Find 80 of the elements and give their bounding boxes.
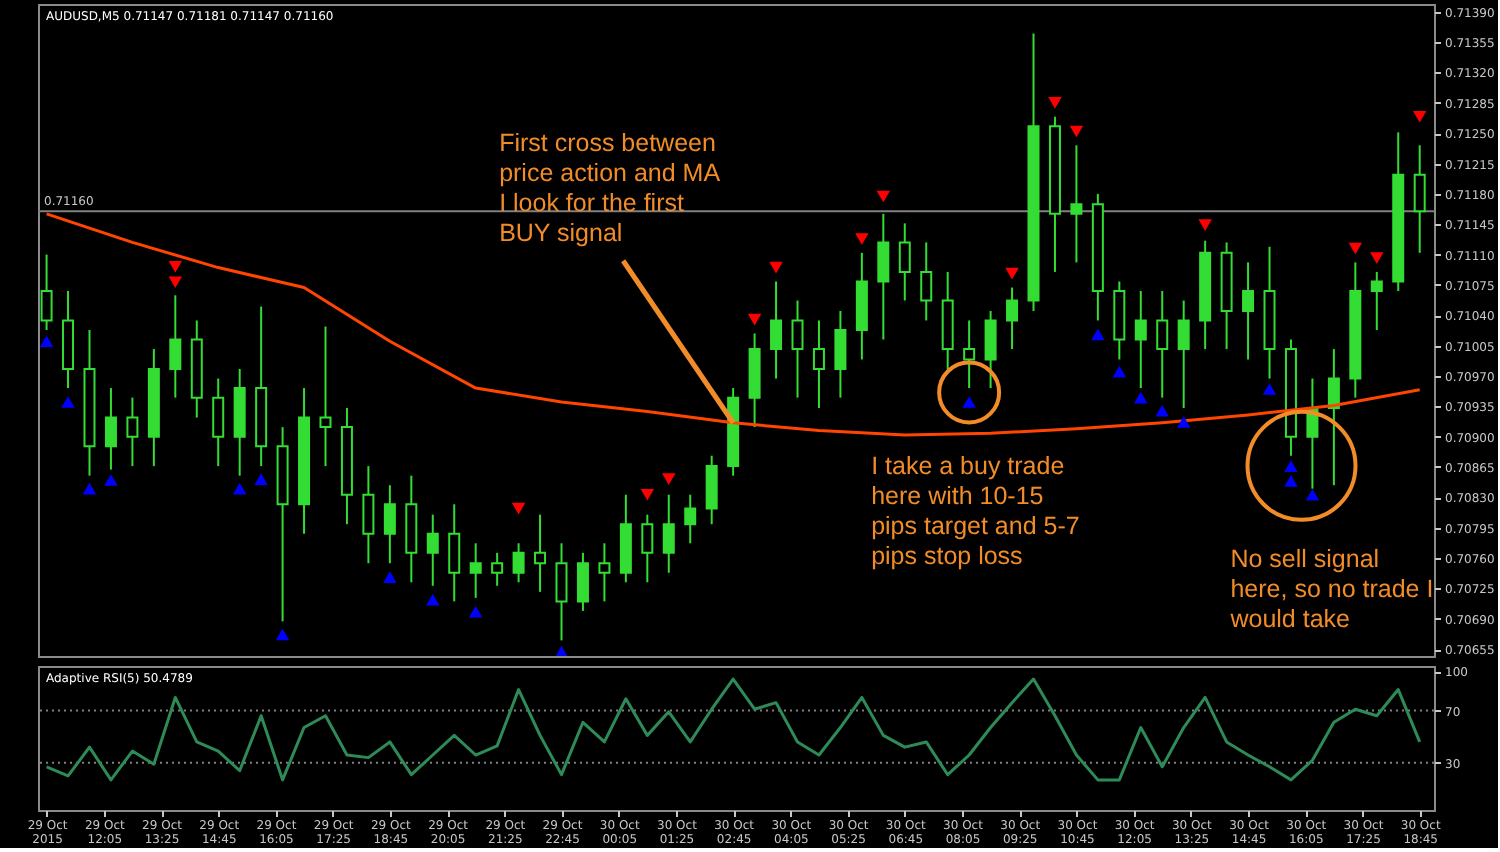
candlestick <box>319 325 332 468</box>
point <box>662 473 676 485</box>
candlestick <box>1413 144 1426 254</box>
point <box>275 628 290 641</box>
candlestick <box>1134 289 1147 390</box>
candlestick <box>534 513 547 593</box>
point <box>1198 219 1212 231</box>
candlestick <box>126 396 139 468</box>
point <box>1348 242 1363 255</box>
point <box>82 482 97 495</box>
candlestick <box>1327 348 1340 487</box>
candlestick <box>1177 299 1190 410</box>
candlestick <box>576 551 589 612</box>
point <box>1305 488 1320 501</box>
candlestick <box>684 493 697 545</box>
candlestick <box>104 387 117 471</box>
point <box>876 190 891 203</box>
candlestick <box>598 542 611 603</box>
point <box>39 335 54 348</box>
point <box>511 502 526 515</box>
candlestick <box>662 493 675 574</box>
candlestick <box>491 551 504 587</box>
point <box>61 396 75 408</box>
point <box>1069 125 1084 138</box>
point <box>1112 365 1127 378</box>
annotation: First cross between price action and MA I look for the first BUY signal <box>499 128 722 247</box>
point <box>640 488 655 501</box>
point <box>426 593 440 606</box>
candlestick <box>1070 144 1083 264</box>
candlestick <box>898 222 911 302</box>
candlestick <box>362 465 375 565</box>
candlestick <box>426 513 439 587</box>
candlestick <box>770 280 783 380</box>
point <box>1048 97 1062 109</box>
candlestick <box>1156 289 1169 399</box>
point <box>168 276 183 289</box>
point <box>468 605 483 618</box>
point <box>1091 328 1105 341</box>
point <box>747 313 762 326</box>
annotation: I take a buy trade here with 10-15 pips target and 5-7 pips stop loss <box>871 452 1080 571</box>
candlestick <box>1370 270 1383 331</box>
point <box>769 261 783 274</box>
candlestick <box>448 503 461 603</box>
point <box>254 473 268 485</box>
candlestick <box>169 294 182 399</box>
candlestick <box>212 377 225 468</box>
candlestick <box>555 542 568 642</box>
point <box>1370 252 1384 264</box>
point <box>1262 383 1277 395</box>
candlestick <box>963 319 976 390</box>
line-series <box>45 677 1422 782</box>
point <box>232 482 247 495</box>
candlestick <box>920 241 933 322</box>
candlestick <box>469 542 482 599</box>
candlestick <box>1242 261 1255 361</box>
point <box>1284 475 1298 487</box>
candlestick <box>877 212 890 341</box>
point <box>1412 110 1427 123</box>
candlestick <box>791 299 804 399</box>
point <box>1176 416 1191 428</box>
point <box>1155 404 1169 417</box>
candlestick <box>1006 286 1019 351</box>
candlestick <box>812 319 825 410</box>
point <box>168 260 183 273</box>
annotation: No sell signal here, so no trade I would take <box>1228 545 1434 634</box>
candlestick <box>512 542 525 584</box>
point <box>383 571 397 583</box>
point <box>962 396 976 408</box>
point <box>1134 391 1148 404</box>
candlestick <box>984 309 997 390</box>
candlestick <box>40 253 53 331</box>
point <box>1005 267 1019 280</box>
candlestick <box>641 513 654 584</box>
candlestick <box>834 309 847 399</box>
point <box>855 233 869 245</box>
point <box>104 474 118 486</box>
point <box>1284 460 1298 472</box>
line-series <box>45 212 1422 437</box>
candlestick <box>705 454 718 526</box>
candlestick <box>383 484 396 565</box>
